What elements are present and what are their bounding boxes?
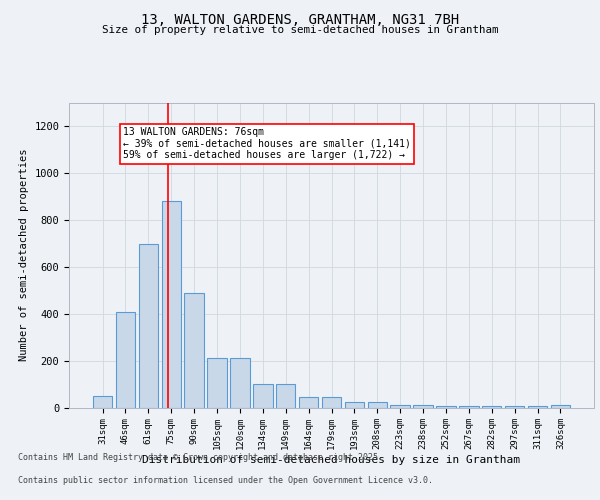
- Bar: [161, 201, 181, 408]
- Text: Contains HM Land Registry data © Crown copyright and database right 2025.: Contains HM Land Registry data © Crown c…: [18, 454, 383, 462]
- Text: Contains public sector information licensed under the Open Government Licence v3: Contains public sector information licen…: [18, 476, 433, 485]
- Bar: [391, 405, 410, 407]
- Bar: [299, 397, 319, 407]
- Bar: [344, 402, 364, 407]
- Bar: [93, 396, 112, 407]
- Bar: [322, 397, 341, 407]
- Bar: [482, 406, 502, 408]
- Bar: [139, 244, 158, 408]
- Bar: [413, 405, 433, 407]
- Bar: [551, 405, 570, 407]
- Text: Size of property relative to semi-detached houses in Grantham: Size of property relative to semi-detach…: [102, 25, 498, 35]
- Bar: [459, 406, 479, 408]
- Bar: [276, 384, 295, 407]
- Y-axis label: Number of semi-detached properties: Number of semi-detached properties: [19, 149, 29, 361]
- Bar: [116, 312, 135, 408]
- Bar: [368, 402, 387, 407]
- Bar: [230, 358, 250, 408]
- Bar: [253, 384, 272, 407]
- Bar: [184, 292, 204, 408]
- Text: 13 WALTON GARDENS: 76sqm
← 39% of semi-detached houses are smaller (1,141)
59% o: 13 WALTON GARDENS: 76sqm ← 39% of semi-d…: [123, 127, 411, 160]
- Text: 13, WALTON GARDENS, GRANTHAM, NG31 7BH: 13, WALTON GARDENS, GRANTHAM, NG31 7BH: [141, 12, 459, 26]
- Bar: [436, 406, 455, 408]
- Bar: [208, 358, 227, 408]
- X-axis label: Distribution of semi-detached houses by size in Grantham: Distribution of semi-detached houses by …: [143, 455, 521, 465]
- Bar: [528, 406, 547, 408]
- Bar: [505, 406, 524, 408]
